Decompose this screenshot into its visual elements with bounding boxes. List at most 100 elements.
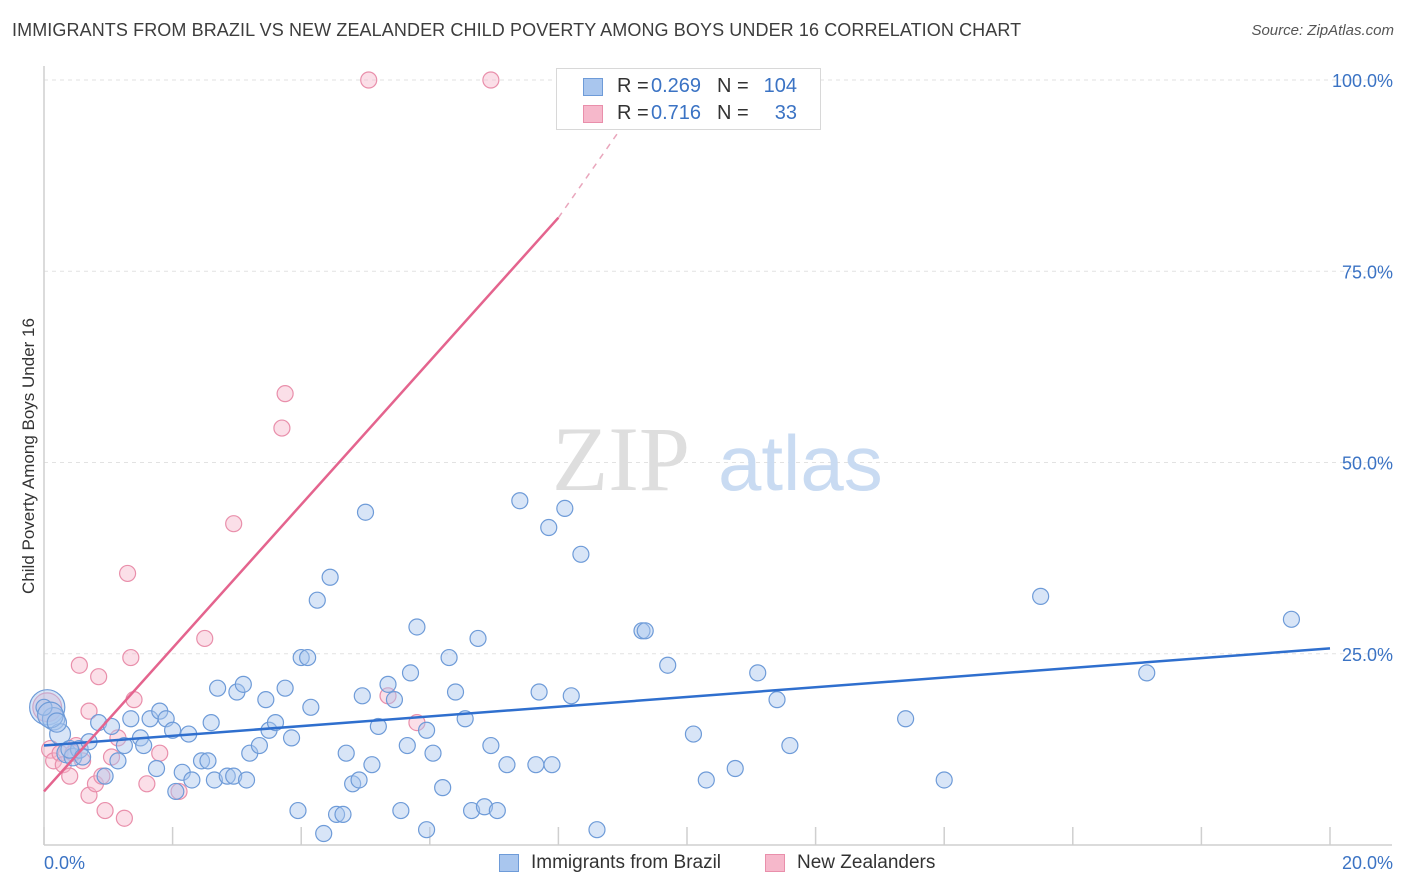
brazil-point[interactable] bbox=[543, 756, 561, 774]
brazil-point[interactable] bbox=[749, 664, 767, 682]
nz-point[interactable] bbox=[118, 564, 137, 583]
brazil-point[interactable] bbox=[482, 736, 500, 755]
brazil-point[interactable] bbox=[572, 545, 590, 563]
brazil-point[interactable] bbox=[417, 821, 436, 839]
brazil-point[interactable] bbox=[385, 691, 404, 709]
brazil-point[interactable] bbox=[511, 492, 529, 510]
brazil-point[interactable] bbox=[379, 675, 397, 693]
brazil-point[interactable] bbox=[424, 744, 442, 762]
brazil-point[interactable] bbox=[697, 771, 715, 789]
brazil-point[interactable] bbox=[353, 687, 371, 705]
nz-point[interactable] bbox=[138, 775, 156, 793]
nz-point[interactable] bbox=[96, 801, 114, 820]
brazil-point[interactable] bbox=[659, 656, 677, 674]
brazil-point[interactable] bbox=[417, 721, 436, 739]
brazil-point[interactable] bbox=[334, 805, 352, 824]
brazil-point[interactable] bbox=[935, 771, 953, 789]
brazil-point[interactable] bbox=[276, 679, 294, 697]
brazil-point[interactable] bbox=[636, 622, 654, 640]
brazil-point[interactable] bbox=[135, 736, 153, 755]
brazil-point[interactable] bbox=[96, 767, 114, 785]
nz-point[interactable] bbox=[196, 629, 214, 648]
brazil-point[interactable] bbox=[73, 748, 92, 766]
brazil-point[interactable] bbox=[527, 756, 545, 774]
nz-point[interactable] bbox=[482, 71, 500, 89]
brazil-point[interactable] bbox=[202, 713, 220, 732]
nz-point[interactable] bbox=[225, 515, 243, 533]
nz-point[interactable] bbox=[273, 419, 291, 437]
brazil-point[interactable] bbox=[1138, 664, 1156, 682]
brazil-point[interactable] bbox=[475, 798, 494, 816]
brazil-point[interactable] bbox=[363, 756, 381, 774]
brazil-point[interactable] bbox=[446, 683, 465, 701]
nz-point[interactable] bbox=[80, 702, 98, 720]
brazil-point[interactable] bbox=[530, 683, 548, 701]
brazil-point[interactable] bbox=[35, 698, 53, 716]
brazil-point[interactable] bbox=[192, 752, 211, 770]
brazil-point[interactable] bbox=[350, 771, 368, 789]
brazil-point[interactable] bbox=[282, 729, 301, 747]
brazil-point[interactable] bbox=[408, 618, 426, 636]
brazil-point[interactable] bbox=[115, 736, 133, 755]
brazil-point[interactable] bbox=[315, 824, 333, 843]
brazil-point[interactable] bbox=[167, 782, 185, 801]
brazil-point[interactable] bbox=[556, 499, 574, 517]
brazil-point[interactable] bbox=[237, 771, 256, 789]
brazil-point[interactable] bbox=[588, 821, 606, 839]
brazil-point[interactable] bbox=[199, 752, 217, 770]
brazil-point[interactable] bbox=[205, 771, 223, 789]
brazil-point[interactable] bbox=[781, 736, 799, 755]
nz-point[interactable] bbox=[122, 648, 140, 667]
brazil-point[interactable] bbox=[257, 691, 275, 709]
brazil-point[interactable] bbox=[356, 503, 375, 521]
brazil-point[interactable] bbox=[1282, 610, 1301, 628]
nz-point[interactable] bbox=[115, 809, 133, 827]
brazil-point[interactable] bbox=[1032, 587, 1050, 605]
brazil-point[interactable] bbox=[434, 779, 452, 797]
brazil-point[interactable] bbox=[321, 568, 339, 586]
series-legend: Immigrants from Brazil New Zealanders bbox=[0, 852, 1406, 876]
nz-point[interactable] bbox=[151, 744, 169, 762]
brazil-point[interactable] bbox=[540, 518, 558, 537]
legend-item-nz[interactable]: New Zealanders bbox=[765, 852, 935, 874]
brazil-point[interactable] bbox=[299, 648, 317, 667]
brazil-point[interactable] bbox=[562, 687, 580, 705]
brazil-point[interactable] bbox=[337, 744, 355, 762]
brazil-point[interactable] bbox=[392, 801, 410, 820]
brazil-point[interactable] bbox=[469, 629, 487, 648]
legend-item-brazil[interactable]: Immigrants from Brazil bbox=[499, 852, 721, 874]
brazil-point[interactable] bbox=[897, 710, 915, 728]
brazil-point[interactable] bbox=[209, 679, 227, 697]
brazil-point[interactable] bbox=[292, 648, 310, 667]
brazil-point[interactable] bbox=[225, 767, 243, 785]
brazil-point[interactable] bbox=[46, 712, 68, 733]
nz-point[interactable] bbox=[90, 668, 108, 686]
nz-point[interactable] bbox=[61, 767, 79, 785]
nz-point[interactable] bbox=[125, 691, 143, 709]
brazil-point[interactable] bbox=[109, 752, 127, 770]
brazil-point[interactable] bbox=[398, 736, 416, 755]
brazil-point[interactable] bbox=[726, 759, 744, 778]
brazil-point[interactable] bbox=[147, 759, 166, 778]
nz-point[interactable] bbox=[360, 71, 378, 89]
brazil-point[interactable] bbox=[164, 721, 182, 739]
nz-point[interactable] bbox=[276, 385, 294, 403]
brazil-point[interactable] bbox=[289, 801, 307, 820]
brazil-point[interactable] bbox=[302, 698, 320, 716]
brazil-point[interactable] bbox=[122, 710, 140, 728]
brazil-point[interactable] bbox=[498, 756, 516, 774]
brazil-point[interactable] bbox=[401, 664, 420, 682]
nz-point[interactable] bbox=[70, 656, 88, 674]
brazil-point[interactable] bbox=[684, 725, 703, 743]
brazil-point[interactable] bbox=[440, 648, 458, 667]
brazil-point[interactable] bbox=[462, 801, 481, 820]
brazil-point[interactable] bbox=[183, 771, 201, 789]
brazil-point[interactable] bbox=[234, 675, 252, 693]
brazil-point[interactable] bbox=[327, 805, 346, 824]
brazil-point[interactable] bbox=[768, 691, 786, 709]
brazil-point[interactable] bbox=[308, 591, 326, 609]
brazil-point[interactable] bbox=[488, 801, 506, 820]
brazil-point[interactable] bbox=[369, 717, 387, 736]
brazil-point[interactable] bbox=[250, 736, 269, 755]
brazil-point[interactable] bbox=[218, 767, 236, 785]
